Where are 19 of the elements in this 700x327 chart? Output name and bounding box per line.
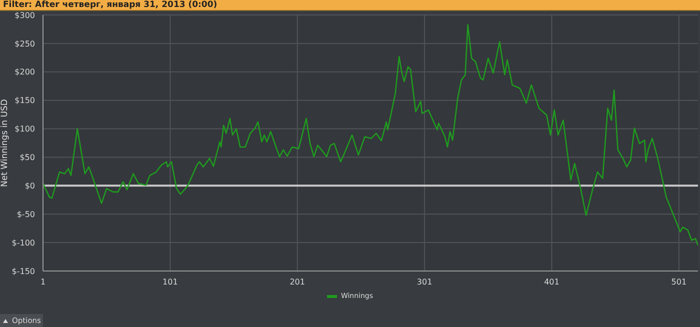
y-tick-label: $50 — [20, 153, 35, 162]
y-tick-label: $300 — [14, 10, 35, 20]
y-tick-label: $150 — [14, 96, 35, 106]
chart-title: Filter: After четверг, января 31, 2013 (0:00) — [0, 0, 700, 11]
y-axis-title: Net Winnings in USD — [0, 98, 10, 187]
line-series — [43, 24, 698, 246]
x-tick-label: 201 — [290, 278, 306, 287]
y-tick-label: $200 — [14, 68, 35, 77]
y-tick-label: $-150 — [12, 266, 35, 276]
y-tick-label: $0 — [24, 182, 35, 191]
y-tick-label: $-100 — [12, 238, 35, 248]
x-tick-label: 501 — [671, 278, 687, 287]
x-tick-label: 101 — [162, 278, 178, 287]
y-tick-label: $-50 — [16, 210, 35, 219]
x-tick-label: 301 — [416, 278, 432, 287]
x-tick-label: 1 — [40, 278, 46, 287]
y-tick-label: $100 — [14, 124, 35, 134]
y-tick-label: $250 — [14, 39, 35, 48]
x-tick-label: 401 — [544, 278, 560, 287]
